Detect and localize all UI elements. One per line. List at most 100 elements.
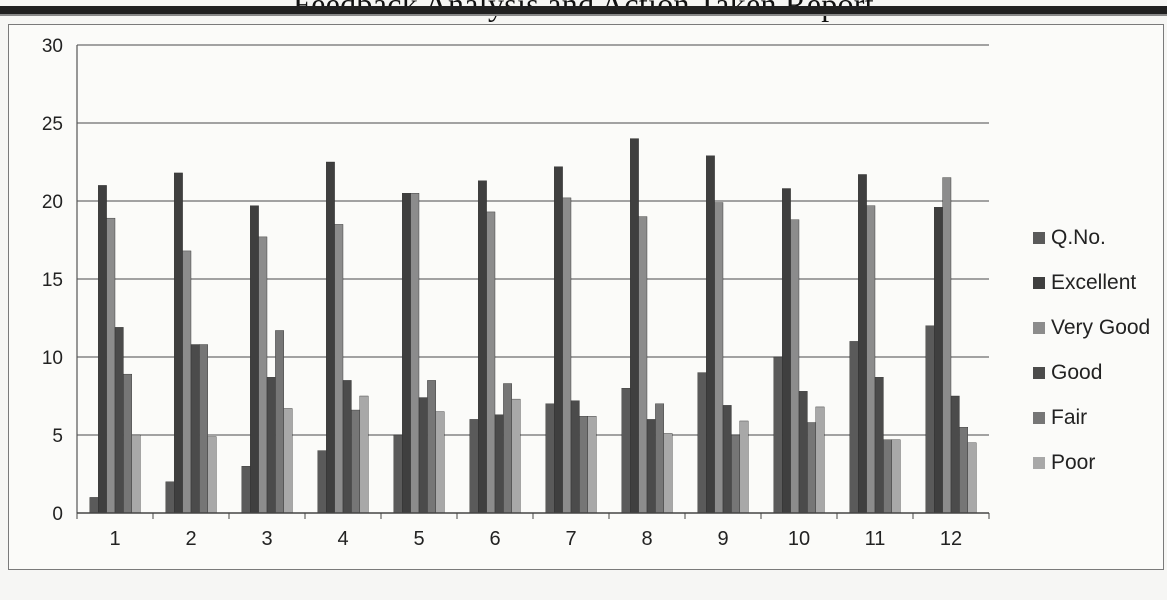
bar-good-3 xyxy=(266,377,276,514)
bar-qno-11 xyxy=(849,341,859,514)
legend-swatch xyxy=(1033,366,1045,379)
bars xyxy=(89,138,977,514)
legend-item: Excellent xyxy=(1033,260,1150,305)
bar-fair-2 xyxy=(199,344,208,514)
x-tick-label: 3 xyxy=(261,528,272,550)
bar-fair-10 xyxy=(807,422,817,514)
bar-fair-6 xyxy=(503,383,512,514)
x-tick-label: 10 xyxy=(788,528,810,550)
bar-excellent-6 xyxy=(478,180,487,514)
bar-fair-11 xyxy=(883,439,893,514)
bar-poor-6 xyxy=(511,398,521,514)
bar-fair-12 xyxy=(959,427,969,514)
bar-excellent-7 xyxy=(554,166,563,514)
legend-item: Poor xyxy=(1033,440,1150,485)
bar-fair-4 xyxy=(351,409,360,514)
bar-good-9 xyxy=(722,405,732,514)
x-tick-label: 2 xyxy=(185,528,196,550)
legend-swatch xyxy=(1033,321,1045,334)
x-tick-label: 8 xyxy=(641,528,652,550)
y-tick-label: 15 xyxy=(42,270,63,291)
bar-excellent-5 xyxy=(402,192,411,514)
bar-good-8 xyxy=(646,419,656,514)
bar-excellent-3 xyxy=(249,205,259,514)
bar-verygood-5 xyxy=(410,192,420,514)
y-tick-label: 0 xyxy=(52,504,63,525)
bar-qno-6 xyxy=(469,419,479,514)
legend-label: Fair xyxy=(1051,405,1088,429)
bar-poor-4 xyxy=(359,395,369,514)
legend-item: Very Good xyxy=(1033,305,1150,350)
bar-fair-8 xyxy=(655,403,665,514)
bar-good-2 xyxy=(190,344,200,514)
bar-verygood-10 xyxy=(790,219,800,514)
bar-good-4 xyxy=(342,380,352,514)
bar-good-1 xyxy=(114,327,124,514)
x-tick-label: 6 xyxy=(489,528,500,550)
bar-fair-5 xyxy=(427,380,436,514)
bar-poor-7 xyxy=(587,416,597,514)
legend-swatch xyxy=(1033,231,1045,244)
bar-fair-9 xyxy=(731,434,741,514)
axes xyxy=(76,45,990,519)
bar-fair-7 xyxy=(579,416,589,514)
y-tick-label: 25 xyxy=(42,114,63,135)
x-tick-label: 5 xyxy=(413,528,424,550)
bar-good-7 xyxy=(570,400,580,514)
legend-item: Fair xyxy=(1033,395,1150,440)
bar-fair-3 xyxy=(275,330,284,514)
bar-good-11 xyxy=(874,377,884,514)
bar-poor-10 xyxy=(815,406,825,514)
legend-swatch xyxy=(1033,276,1045,289)
bar-poor-11 xyxy=(891,439,901,514)
bar-good-12 xyxy=(950,395,960,514)
y-tick-label: 10 xyxy=(42,348,63,369)
y-tick-label: 5 xyxy=(52,426,63,447)
y-tick-label: 20 xyxy=(42,192,63,213)
bar-qno-7 xyxy=(545,403,555,514)
legend-swatch xyxy=(1033,411,1045,424)
bar-verygood-2 xyxy=(182,250,192,514)
bar-good-6 xyxy=(494,414,504,514)
bar-qno-2 xyxy=(165,481,175,514)
bar-excellent-9 xyxy=(706,155,715,514)
bar-excellent-2 xyxy=(173,172,183,514)
bar-poor-2 xyxy=(207,436,217,514)
x-tick-label: 7 xyxy=(565,528,576,550)
bar-poor-8 xyxy=(663,433,673,514)
bar-excellent-1 xyxy=(97,185,107,514)
x-tick-label: 4 xyxy=(337,528,348,550)
bar-verygood-11 xyxy=(866,205,876,514)
bar-fair-1 xyxy=(123,373,133,514)
legend-label: Poor xyxy=(1051,450,1096,474)
legend-label: Very Good xyxy=(1051,315,1151,339)
bar-verygood-3 xyxy=(258,236,268,514)
legend-label: Q.No. xyxy=(1051,225,1106,249)
bar-qno-10 xyxy=(773,356,783,514)
bar-qno-1 xyxy=(89,497,99,514)
bar-qno-9 xyxy=(697,372,707,514)
x-tick-label: 11 xyxy=(865,528,886,550)
legend-label: Good xyxy=(1051,360,1103,384)
bar-qno-5 xyxy=(393,434,403,514)
bar-excellent-12 xyxy=(934,207,943,514)
bar-qno-4 xyxy=(317,450,327,514)
x-tick-label: 12 xyxy=(940,528,962,550)
bar-poor-3 xyxy=(283,408,293,514)
y-tick-label: 30 xyxy=(42,36,63,57)
bar-verygood-12 xyxy=(942,177,952,514)
chart-frame: 0 5 10 15 20 25 30 1 2 3 4 5 6 7 8 9 10 11 12 Q.No. Excell… xyxy=(8,24,1164,570)
bar-verygood-8 xyxy=(638,216,648,514)
bar-verygood-9 xyxy=(714,202,724,514)
x-tick-labels: 1 2 3 4 5 6 7 8 9 10 11 12 xyxy=(109,528,962,550)
bar-verygood-7 xyxy=(562,197,572,514)
gridlines xyxy=(77,44,989,436)
bar-poor-5 xyxy=(435,411,445,514)
bar-poor-1 xyxy=(131,434,141,514)
bar-poor-12 xyxy=(967,442,977,514)
y-tick-labels: 0 5 10 15 20 25 30 xyxy=(42,36,63,525)
bar-verygood-1 xyxy=(106,217,116,514)
legend-label: Excellent xyxy=(1051,270,1137,294)
bar-excellent-4 xyxy=(326,161,335,514)
